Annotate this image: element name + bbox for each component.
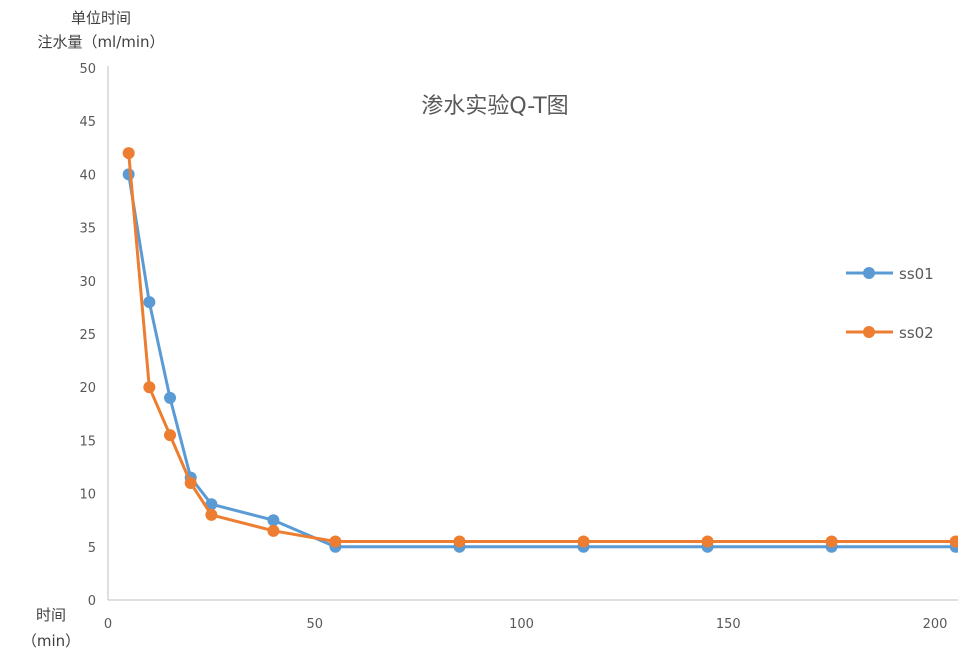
x-tick-label: 200 <box>923 617 948 632</box>
y-tick-label: 10 <box>79 488 96 503</box>
x-tick-label: 50 <box>306 617 323 632</box>
x-axis-title: 时间 （min） <box>16 602 86 654</box>
data-point-ss02 <box>949 535 958 548</box>
x-axis-title-line-2: （min） <box>21 632 81 650</box>
data-point-ss02 <box>184 476 197 489</box>
series-line-ss01 <box>127 174 956 549</box>
y-tick-label: 5 <box>88 541 96 556</box>
y-tick-label: 0 <box>88 594 96 609</box>
data-point-ss02 <box>143 381 156 394</box>
data-point-ss02 <box>164 429 177 442</box>
x-axis-title-line-1: 时间 <box>35 606 66 624</box>
y-tick-label: 25 <box>79 328 96 343</box>
data-point-ss02 <box>267 524 280 537</box>
legend: ss01 ss02 <box>846 265 934 342</box>
y-tick-label: 30 <box>79 275 96 290</box>
data-point-ss01 <box>143 296 156 309</box>
y-tick-label: 45 <box>79 115 96 130</box>
data-point-ss02 <box>205 508 218 521</box>
series-group <box>122 147 958 553</box>
data-point-ss02 <box>701 535 714 548</box>
legend-label-ss02: ss02 <box>899 324 934 342</box>
data-point-ss02 <box>122 147 135 160</box>
data-point-ss02 <box>453 535 466 548</box>
x-tick-label: 0 <box>104 617 112 632</box>
axes: 0 5 10 15 20 25 30 35 40 45 50 0 50 100 150 200 <box>79 62 958 632</box>
legend-label-ss01: ss01 <box>899 265 934 283</box>
data-point-ss02 <box>825 535 838 548</box>
series-line-ss02 <box>127 152 956 543</box>
legend-marker-ss02 <box>863 326 875 338</box>
y-tick-label: 50 <box>79 62 96 77</box>
data-point-ss02 <box>329 535 342 548</box>
y-axis-title: 单位时间 注水量（ml/min） <box>6 6 196 54</box>
y-tick-label: 40 <box>79 168 96 183</box>
data-point-ss01 <box>122 168 135 181</box>
data-point-ss02 <box>577 535 590 548</box>
x-tick-label: 100 <box>509 617 534 632</box>
y-tick-label: 20 <box>79 381 96 396</box>
data-point-ss01 <box>164 391 177 404</box>
y-tick-label: 35 <box>79 222 96 237</box>
data-point-ss01 <box>205 498 218 511</box>
data-point-ss01 <box>267 514 280 527</box>
x-tick-label: 150 <box>716 617 741 632</box>
y-axis-title-line-2: 注水量（ml/min） <box>37 33 165 51</box>
y-tick-label: 15 <box>79 434 96 449</box>
chart-title: 渗水实验Q-T图 <box>421 94 569 119</box>
legend-marker-ss01 <box>863 267 875 279</box>
y-axis-title-line-1: 单位时间 <box>70 9 131 27</box>
